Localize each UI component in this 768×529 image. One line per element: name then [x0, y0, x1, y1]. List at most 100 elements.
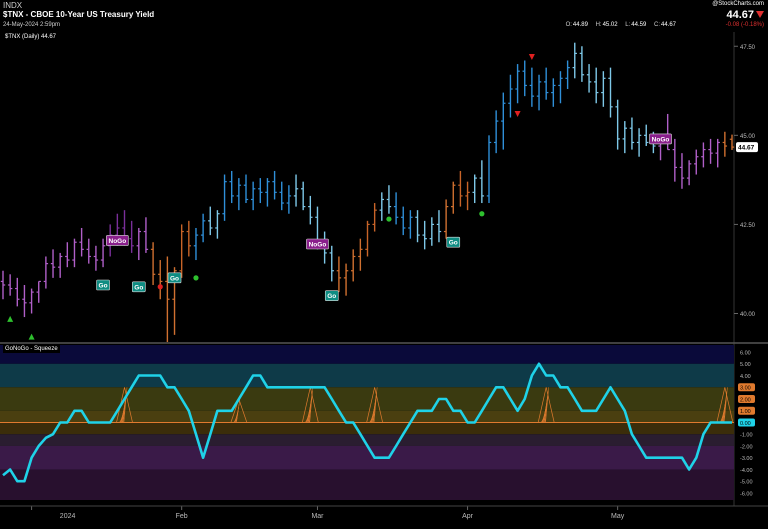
price-bar	[465, 181, 470, 211]
regime-label-text: NoGo	[109, 238, 127, 245]
price-bar	[536, 74, 542, 111]
price-bar	[629, 117, 635, 150]
x-tick-label: Mar	[311, 513, 324, 520]
price-bar	[386, 185, 392, 214]
price-bar	[615, 99, 620, 150]
oscillator-tick-label: 3.00	[740, 386, 751, 392]
price-bar	[79, 227, 84, 257]
price-bar	[529, 67, 535, 107]
price-bar	[29, 288, 34, 314]
price-bar	[208, 206, 213, 236]
price-bar	[372, 203, 377, 232]
regime-label-box	[167, 272, 182, 284]
squeeze-grid	[537, 387, 555, 423]
price-bar	[715, 138, 720, 168]
price-bar	[479, 160, 485, 204]
price-bar	[522, 60, 527, 97]
price-bar	[665, 113, 670, 151]
price-bar	[472, 174, 477, 204]
squeeze-outline	[716, 387, 734, 423]
x-tick-label: Apr	[462, 513, 474, 520]
last-value-label: 44.67	[738, 145, 755, 152]
price-bar	[329, 245, 334, 282]
squeeze-grid	[716, 387, 734, 423]
stockcharts-logo: @StockCharts.com	[712, 1, 764, 7]
price-bar	[186, 220, 192, 257]
oscillator-tick-label: 4.00	[740, 374, 751, 380]
price-bar	[622, 121, 627, 154]
oscillator-panel-label: GoNoGo - Squeeze	[3, 345, 60, 353]
oscillator-tick-label: -1.00	[740, 433, 753, 439]
price-bar	[558, 71, 563, 104]
signal-dot	[479, 211, 485, 217]
oscillator-tick-label: 2.00	[740, 397, 751, 403]
price-bar	[401, 206, 406, 236]
squeeze-outline	[116, 387, 133, 423]
price-bar	[458, 170, 463, 207]
oscillator-tick-label: 6.00	[740, 350, 751, 356]
price-bar	[493, 110, 499, 154]
price-tick-label: 47.50	[740, 45, 756, 51]
oscillator-band	[0, 469, 734, 500]
price-bar	[601, 71, 606, 107]
price-bar	[644, 124, 649, 147]
squeeze-grid	[301, 387, 319, 423]
price-bar	[686, 160, 692, 186]
regime-label-text: NoGo	[309, 242, 327, 249]
squeeze-hatch	[236, 398, 241, 423]
low-value: 44.59	[631, 22, 647, 28]
low-label: L:	[625, 22, 631, 28]
price-tick-label: 42.50	[740, 223, 756, 229]
price-bar	[100, 238, 106, 268]
price-bar	[93, 245, 99, 271]
price-bar	[701, 142, 706, 168]
oscillator-line	[2, 362, 732, 483]
oscillator-band	[0, 363, 734, 388]
price-bar	[258, 178, 263, 204]
price-bar	[551, 78, 556, 107]
price-bar	[308, 195, 313, 225]
price-bar	[543, 67, 549, 100]
price-bar	[565, 60, 570, 90]
price-bar	[572, 42, 577, 79]
price-bar	[451, 181, 456, 214]
price-panel-label: $TNX (Daily) 44.67	[3, 33, 59, 41]
signal-dot	[386, 216, 392, 222]
price-bar	[57, 252, 63, 278]
price-bar	[379, 192, 384, 221]
price-bar	[672, 138, 678, 182]
price-bar	[351, 249, 356, 282]
exchange-label: INDX	[3, 1, 23, 10]
price-bar	[72, 238, 77, 268]
regime-label-box	[324, 290, 339, 301]
price-bar	[0, 270, 6, 300]
oscillator-band	[0, 445, 734, 470]
price-tick-label: 45.00	[740, 134, 756, 140]
high-label: H:	[595, 22, 602, 28]
price-bar	[343, 263, 349, 296]
close-label: C:	[653, 22, 660, 28]
regime-label-text: Go	[327, 293, 336, 300]
squeeze-outline	[537, 387, 555, 423]
squeeze-hatch	[545, 387, 549, 423]
x-tick-label: May	[611, 513, 625, 520]
price-bar	[608, 67, 613, 118]
price-bar	[443, 199, 449, 239]
signal-up-triangle	[28, 333, 35, 340]
down-arrow-icon	[756, 11, 764, 18]
regime-label-box	[306, 238, 329, 250]
price-bar	[408, 210, 413, 239]
x-tick-label: Feb	[176, 513, 188, 520]
price-bar	[65, 242, 70, 268]
regime-label-box	[96, 279, 110, 291]
oscillator-band	[0, 434, 734, 446]
price-bar	[679, 153, 685, 189]
ohlc-readout: O:44.89 H:45.02 L:44.59 C:44.67	[560, 22, 676, 28]
price-bar	[594, 67, 599, 104]
price-bar	[729, 134, 735, 150]
price-bar	[694, 149, 699, 175]
regime-label-box	[106, 235, 129, 246]
price-bar	[215, 210, 220, 239]
price-bar	[143, 217, 149, 253]
